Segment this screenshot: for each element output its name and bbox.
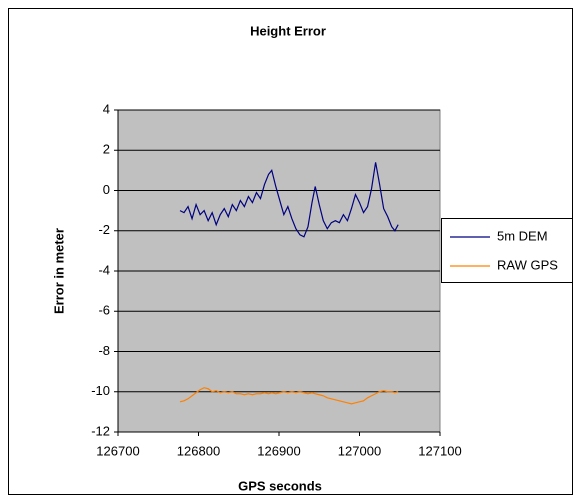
series-line [179,162,399,238]
series-line [179,387,399,405]
legend-label: RAW GPS [497,257,558,272]
y-tick-label: -2 [98,222,110,237]
y-tick-label: -10 [91,383,110,398]
y-tick-label: -6 [98,303,110,318]
y-tick-label: -8 [98,343,110,358]
y-axis-label: Error in meter [51,228,66,314]
x-tick-label: 127000 [338,443,381,458]
x-tick-label: 127100 [418,443,461,458]
x-tick-label: 126900 [257,443,300,458]
x-tick-label: 126800 [177,443,220,458]
y-tick-label: -4 [98,262,110,277]
legend [441,218,573,283]
y-tick-label: 0 [103,182,110,197]
y-tick-label: 2 [103,142,110,157]
y-tick-label: 4 [103,101,110,116]
x-tick-label: 126700 [96,443,139,458]
y-tick-label: -12 [91,423,110,438]
x-axis-label: GPS seconds [238,478,322,493]
legend-label: 5m DEM [497,228,548,243]
chart-title: Height Error [250,23,326,38]
